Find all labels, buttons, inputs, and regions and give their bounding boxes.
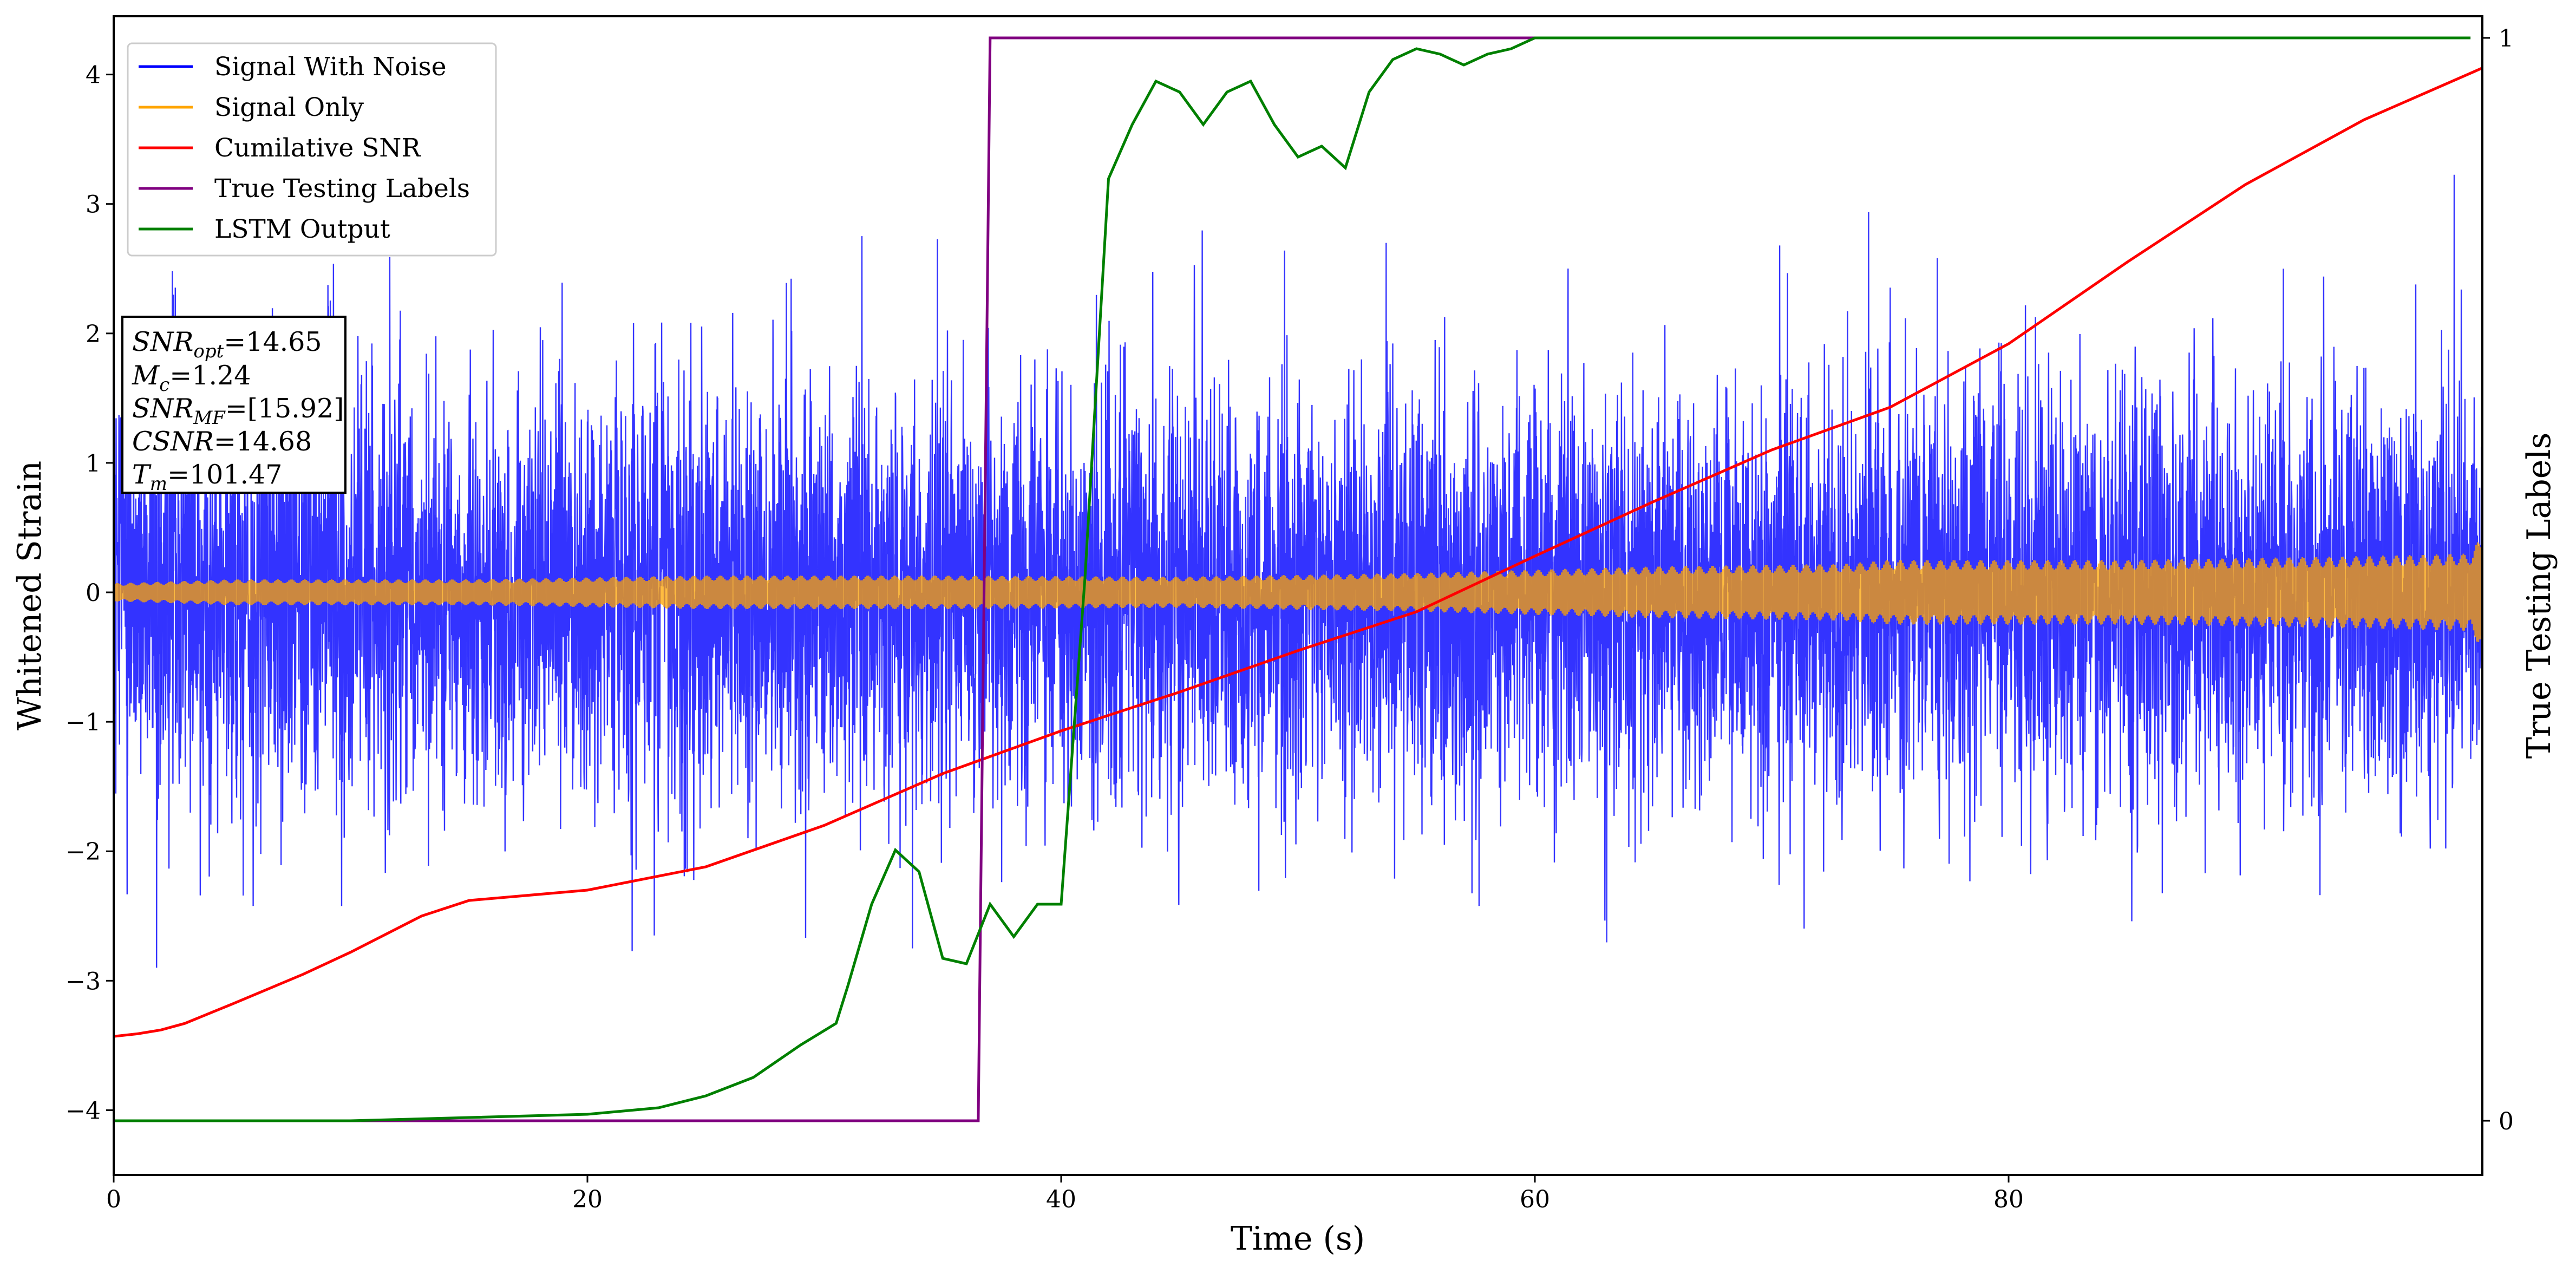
plot-frame [113,15,2483,1176]
legend-signal-with-noise: Signal With Noise [214,52,447,82]
y2-axis-label: True Testing Labels [2520,433,2558,759]
info-mc: Mc=1.24 [132,360,251,396]
y-tick-label: 0 [86,579,101,607]
x-tick-label: 40 [1046,1186,1076,1213]
legend-cumilative-snr: Cumilative SNR [214,133,421,163]
y2-tick-label: 1 [2499,25,2514,53]
y-tick-label: 4 [86,62,101,89]
x-tick-label: 20 [572,1186,603,1213]
series-cumilative-snr [113,67,2483,1038]
info-box: SNRopt=14.65 Mc=1.24 SNRMF=[15.92] CSNR=… [121,316,346,495]
y-tick-label: −2 [66,838,101,866]
y-axis-label: Whitened Strain [11,461,49,730]
x-tick-label: 60 [1520,1186,1550,1213]
info-csnr: CSNR=14.68 [132,426,312,457]
x-axis-label: Time (s) [1231,1220,1365,1258]
x-tick-label: 80 [1993,1186,2024,1213]
y-tick-label: −4 [66,1097,101,1125]
series-signal-only [113,542,2483,642]
y2-tick-label: 0 [2499,1108,2514,1135]
legend-lstm-output: LSTM Output [214,214,390,244]
legend-true-testing-labels: True Testing Labels [214,174,470,204]
y-tick-label: 3 [86,191,101,219]
y-tick-label: 1 [86,450,101,478]
legend-signal-only: Signal Only [214,93,364,122]
series-lstm-output [114,36,2471,1122]
series-signal-with-noise [113,174,2483,968]
y-tick-label: −3 [66,968,101,995]
y-tick-label: −1 [66,709,101,736]
y-tick-label: 2 [86,321,101,348]
x-tick-label: 0 [106,1186,121,1213]
info-tm: Tm=101.47 [132,459,282,495]
info-snr-mf: SNRMF=[15.92] [132,393,344,429]
legend: Signal With Noise Signal Only Cumilative… [127,42,497,257]
info-snr-opt: SNRopt=14.65 [132,326,322,362]
